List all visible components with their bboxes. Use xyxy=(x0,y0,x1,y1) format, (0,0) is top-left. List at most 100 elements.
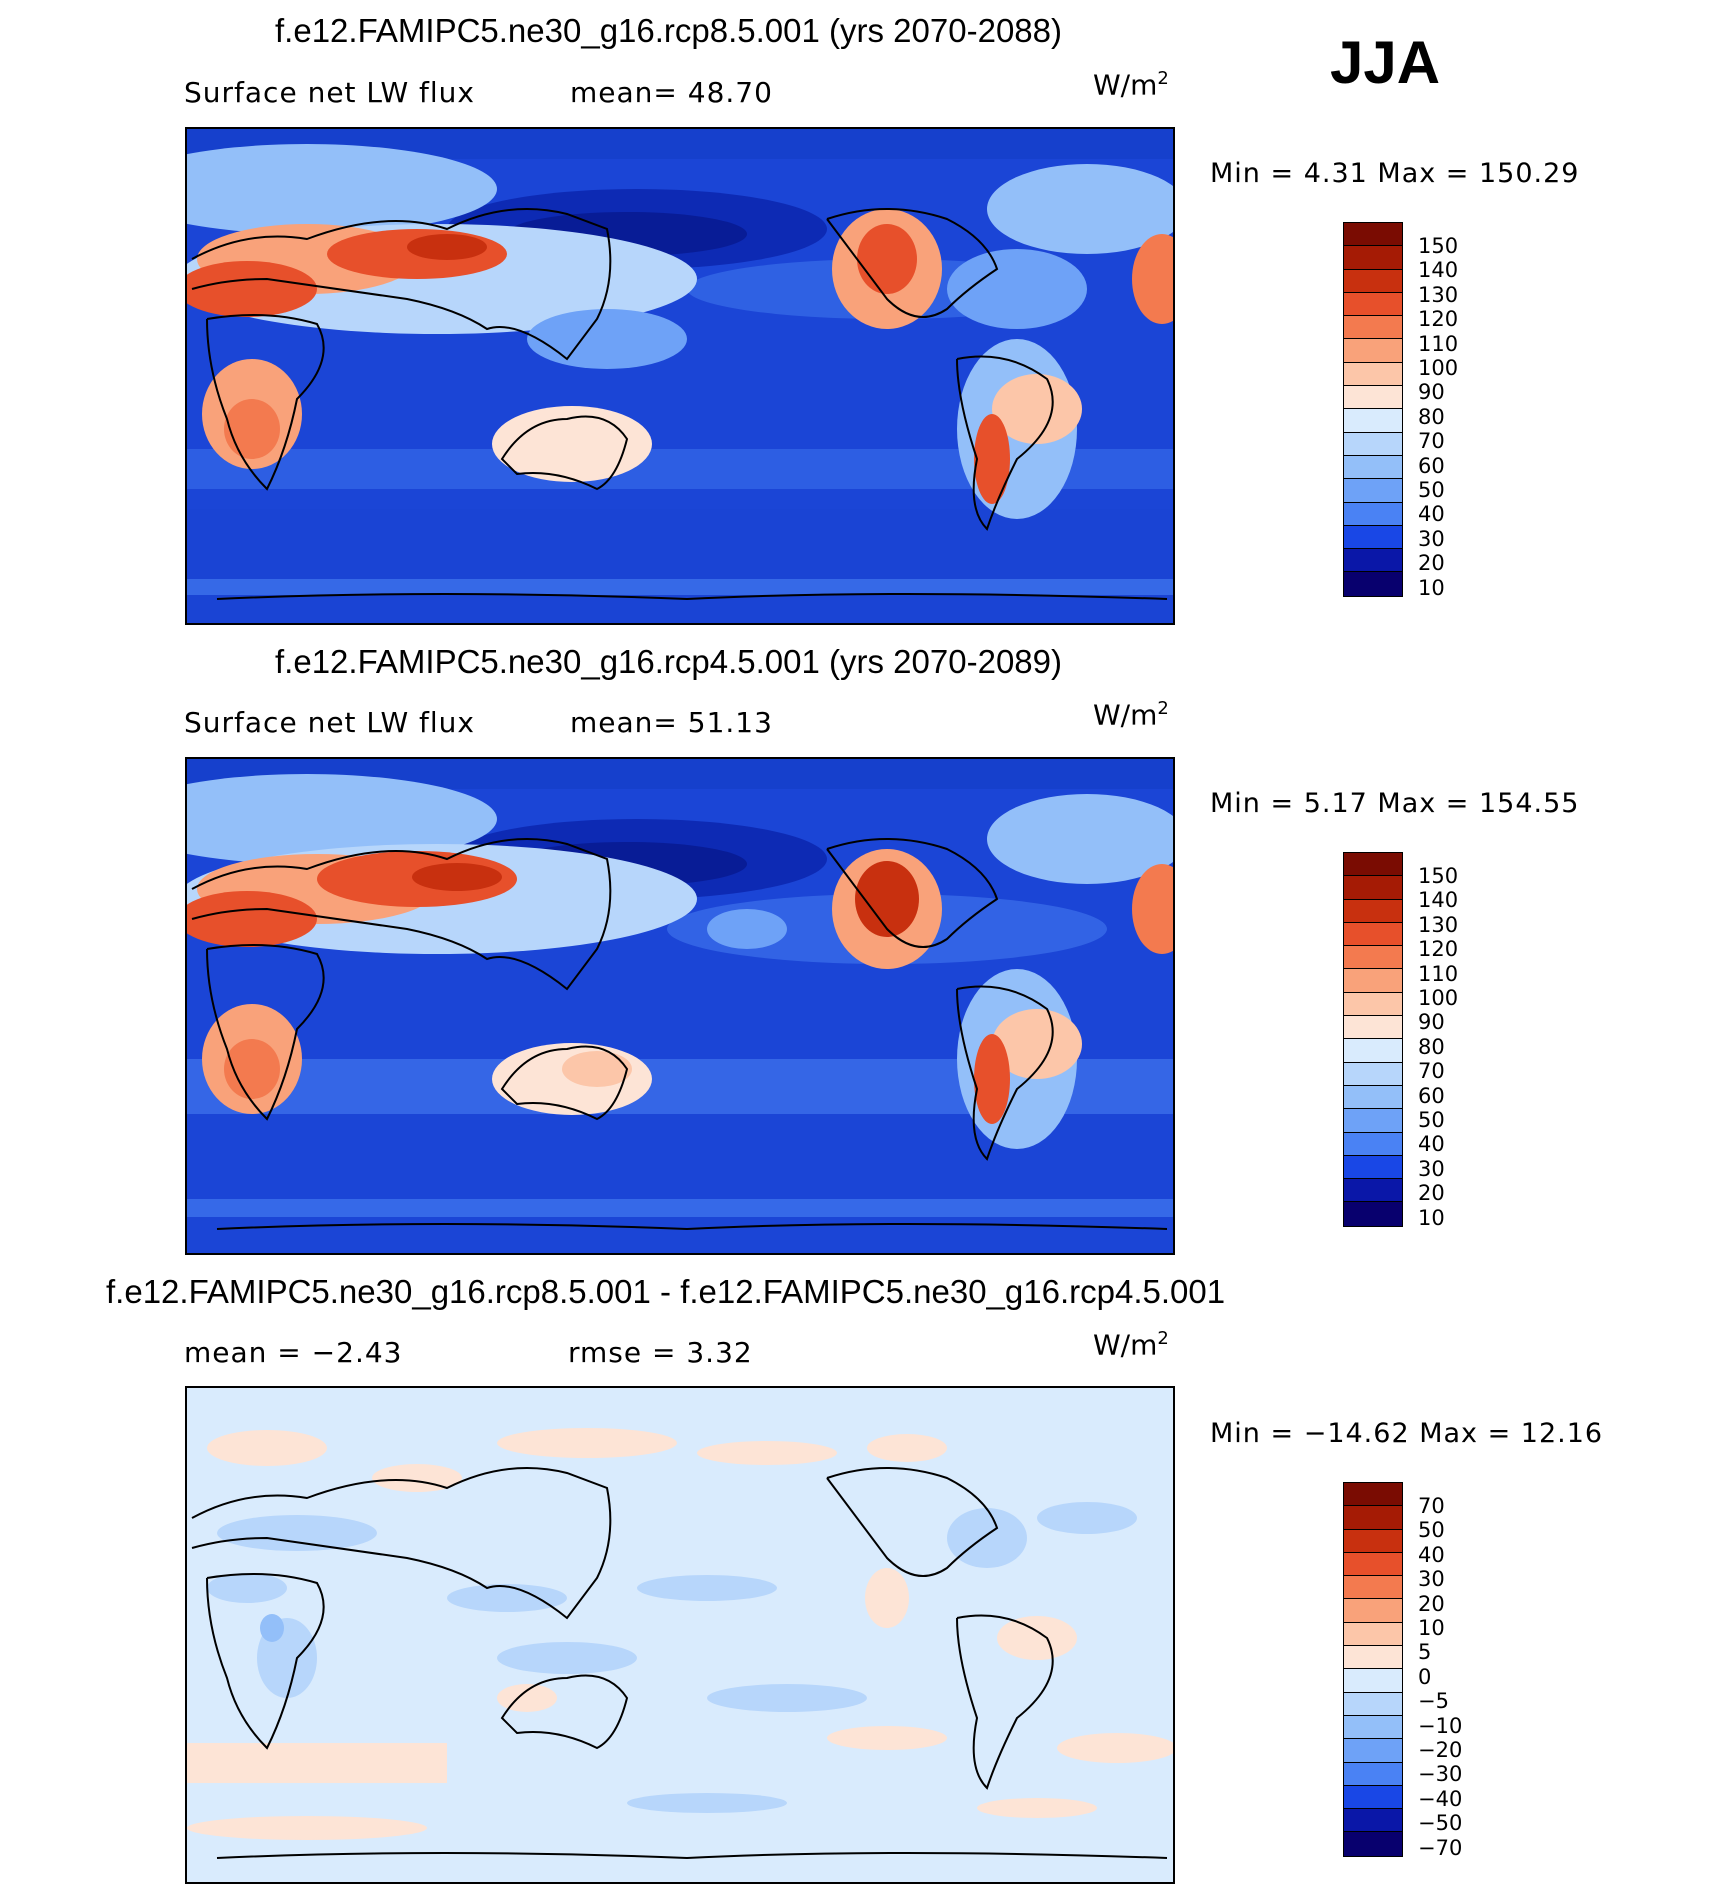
colorbar-label: 100 xyxy=(1418,356,1459,380)
panel-1-swatch xyxy=(1344,339,1402,363)
panel-2-variable: Surface net LW flux xyxy=(184,706,475,739)
panel-1-minmax: Min = 4.31 Max = 150.29 xyxy=(1210,158,1580,189)
colorbar-label: 70 xyxy=(1418,1494,1445,1518)
colorbar-label: 20 xyxy=(1418,1181,1445,1206)
panel-2-units: W/m2 xyxy=(1093,698,1169,732)
colorbar-label: 110 xyxy=(1418,331,1459,356)
colorbar-label: 40 xyxy=(1418,1132,1445,1157)
panel-3-units: W/m2 xyxy=(1093,1328,1169,1362)
panel-2-swatch xyxy=(1344,1155,1402,1180)
panel-1-swatch xyxy=(1344,549,1402,573)
colorbar-label: 30 xyxy=(1418,1567,1445,1592)
colorbar-label: 30 xyxy=(1418,1156,1445,1181)
panel-3-swatch xyxy=(1344,1739,1402,1763)
colorbar-label: 10 xyxy=(1418,1205,1445,1230)
panel-1-units: W/m2 xyxy=(1093,68,1169,102)
colorbar-label: 80 xyxy=(1418,404,1445,429)
panel-3-swatch xyxy=(1344,1576,1402,1600)
panel-3-swatch xyxy=(1344,1646,1402,1670)
panel-2-minmax: Min = 5.17 Max = 154.55 xyxy=(1210,788,1580,819)
panel-1-field xyxy=(187,129,1173,623)
colorbar-label: 20 xyxy=(1418,1591,1445,1616)
panel-3-rmse: rmse = 3.32 xyxy=(568,1336,753,1369)
colorbar-label: 120 xyxy=(1418,307,1459,332)
colorbar-label: 40 xyxy=(1418,502,1445,527)
colorbar-label: 10 xyxy=(1418,575,1445,600)
panel-3-mean: mean = −2.43 xyxy=(184,1336,403,1369)
colorbar-label: 120 xyxy=(1418,937,1459,962)
panel-3-title: f.e12.FAMIPC5.ne30_g16.rcp8.5.001 - f.e1… xyxy=(106,1273,1226,1310)
panel-1-mean: mean= 48.70 xyxy=(570,76,773,109)
panel-1-swatch xyxy=(1344,316,1402,340)
panel-3-swatch xyxy=(1344,1809,1402,1833)
panel-3-swatch xyxy=(1344,1832,1402,1856)
colorbar-label: 70 xyxy=(1418,429,1445,454)
colorbar-label: 70 xyxy=(1418,1059,1445,1084)
colorbar-label: 100 xyxy=(1418,986,1459,1010)
colorbar-label: 60 xyxy=(1418,1083,1445,1108)
colorbar-label: −5 xyxy=(1418,1689,1449,1714)
panel-1-swatch xyxy=(1344,432,1402,456)
panel-2-swatch xyxy=(1344,853,1402,877)
colorbar-label: 0 xyxy=(1418,1664,1432,1689)
panel-1-swatch xyxy=(1344,386,1402,410)
colorbar-label: 40 xyxy=(1418,1542,1445,1567)
colorbar-label: 5 xyxy=(1418,1640,1432,1665)
panel-2-swatch xyxy=(1344,899,1402,923)
colorbar-label: −50 xyxy=(1418,1811,1463,1836)
colorbar-label: 30 xyxy=(1418,526,1445,551)
panel-1-title: f.e12.FAMIPC5.ne30_g16.rcp8.5.001 (yrs 2… xyxy=(275,12,1062,49)
panel-1-colorbar xyxy=(1343,222,1403,597)
colorbar-label: 140 xyxy=(1418,888,1459,913)
panel-3-swatch xyxy=(1344,1483,1402,1507)
panel-2-swatch xyxy=(1344,1132,1402,1156)
panel-1-variable: Surface net LW flux xyxy=(184,76,475,109)
colorbar-label: 140 xyxy=(1418,258,1459,283)
colorbar-label: 110 xyxy=(1418,961,1459,986)
panel-3-swatch xyxy=(1344,1785,1402,1810)
panel-1-swatch xyxy=(1344,292,1402,317)
panel-2-swatch xyxy=(1344,946,1402,970)
panel-2-swatch xyxy=(1344,876,1402,900)
panel-2-swatch xyxy=(1344,1039,1402,1063)
panel-2-swatch xyxy=(1344,1202,1402,1226)
colorbar-label: 50 xyxy=(1418,478,1445,502)
panel-1-swatch xyxy=(1344,409,1402,433)
colorbar-label: 50 xyxy=(1418,1108,1445,1132)
panel-2-title: f.e12.FAMIPC5.ne30_g16.rcp4.5.001 (yrs 2… xyxy=(275,643,1062,680)
panel-3-field xyxy=(187,1388,1173,1882)
colorbar-label: −40 xyxy=(1418,1786,1463,1811)
panel-3-swatch xyxy=(1344,1529,1402,1553)
colorbar-label: 130 xyxy=(1418,282,1459,307)
panel-3-colorbar xyxy=(1343,1482,1403,1857)
panel-2-swatch xyxy=(1344,992,1402,1017)
colorbar-label: 90 xyxy=(1418,380,1445,405)
panel-3-swatch xyxy=(1344,1762,1402,1786)
panel-3-swatch xyxy=(1344,1692,1402,1716)
panel-1-swatch xyxy=(1344,246,1402,270)
panel-3-swatch xyxy=(1344,1552,1402,1577)
panel-1-swatch xyxy=(1344,455,1402,480)
panel-2-swatch xyxy=(1344,922,1402,947)
panel-2-field xyxy=(187,759,1173,1253)
panel-2-swatch xyxy=(1344,1016,1402,1040)
panel-2-swatch xyxy=(1344,1085,1402,1110)
panel-3-swatch xyxy=(1344,1669,1402,1693)
colorbar-label: 150 xyxy=(1418,234,1459,258)
panel-1-swatch xyxy=(1344,269,1402,293)
panel-3-swatch xyxy=(1344,1506,1402,1530)
panel-2-colorbar xyxy=(1343,852,1403,1227)
colorbar-label: −10 xyxy=(1418,1713,1463,1738)
panel-2-swatch xyxy=(1344,1062,1402,1086)
colorbar-label: 20 xyxy=(1418,551,1445,576)
panel-1-swatch xyxy=(1344,223,1402,247)
colorbar-label: −70 xyxy=(1418,1835,1463,1860)
panel-3-swatch xyxy=(1344,1622,1402,1647)
colorbar-label: −30 xyxy=(1418,1762,1463,1787)
panel-1-swatch xyxy=(1344,572,1402,596)
panel-1-swatch xyxy=(1344,479,1402,503)
colorbar-label: 10 xyxy=(1418,1616,1445,1640)
panel-1-swatch xyxy=(1344,362,1402,387)
panel-1-swatch xyxy=(1344,502,1402,526)
panel-3-minmax: Min = −14.62 Max = 12.16 xyxy=(1210,1418,1604,1449)
